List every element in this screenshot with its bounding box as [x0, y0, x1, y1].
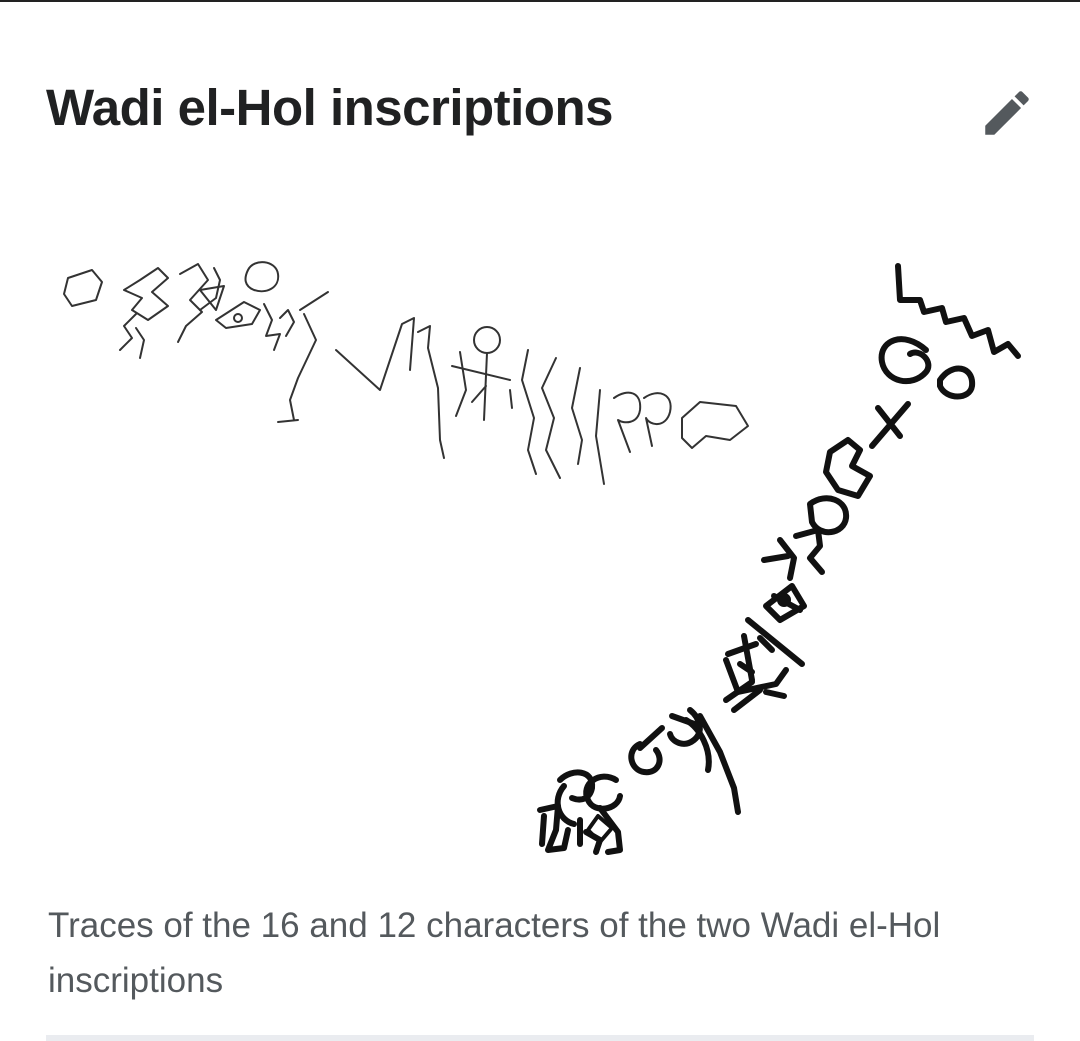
edit-button[interactable]: [974, 80, 1040, 146]
figure-caption: Traces of the 16 and 12 characters of th…: [48, 898, 1038, 1008]
top-divider: [0, 0, 1080, 2]
section-title: Wadi el-Hol inscriptions: [46, 78, 613, 137]
inscription-trace-image: [40, 240, 1040, 870]
pencil-icon: [978, 84, 1036, 142]
bottom-divider: [46, 1035, 1034, 1041]
inscription-figure[interactable]: [40, 240, 1040, 870]
